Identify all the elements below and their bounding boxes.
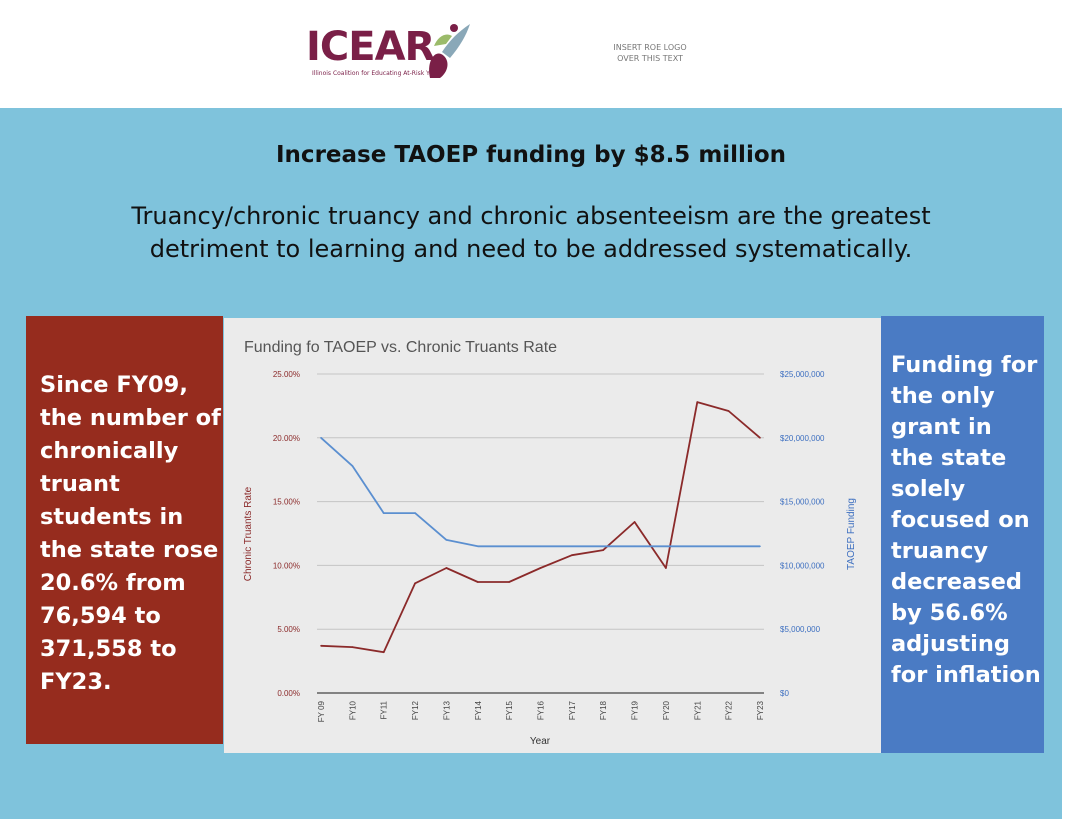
left-tick-label: 0.00% [277,689,300,698]
x-tick-label: FY21 [693,700,702,720]
right-tick-label: $5,000,000 [780,625,821,634]
truants-data-point [727,410,730,412]
funding-data-point [571,545,573,548]
leaping-figure-logo-icon [429,24,470,78]
truants-data-point [320,644,322,647]
logo-tagline: Illinois Coalition for Educating At-Risk… [312,70,443,77]
right-axis-label: TAOEP Funding [846,498,857,570]
x-tick-label: FY13 [442,700,451,720]
x-tick-label: FY17 [568,700,577,720]
left-tick-label: 5.00% [277,625,300,634]
truants-data-point [539,567,542,569]
funding-data-point [382,512,385,514]
x-tick-label: FY18 [599,700,608,720]
right-tick-label: $10,000,000 [780,561,825,570]
funding-data-point [351,465,354,467]
truants-data-point [571,554,573,556]
truants-data-point [633,521,636,523]
funding-data-point [445,539,448,541]
right-tick-label: $20,000,000 [780,434,825,443]
left-tick-label: 10.00% [273,561,300,570]
x-axis-ticks: FY 09 FY10 FY11 FY12 FY13 FY14 FY15 FY16 FY17 FY1… [317,700,765,722]
left-callout-text: Since FY09, the number of chronically tr… [40,372,221,695]
left-tick-label: 25.00% [273,370,300,379]
x-tick-label: FY10 [348,700,357,720]
header-bar: ICEAR Illinois Coalition for Educating A… [0,0,1075,109]
insert-logo-placeholder: INSERT ROE LOGO OVER THIS TEXT [613,43,687,63]
truants-data-point [414,582,416,585]
headline: Increase TAOEP funding by $8.5 million [276,142,786,168]
x-tick-label: FY15 [505,700,514,720]
truants-data-point [476,581,479,583]
chronic-truants-rate-line [320,401,761,654]
left-axis-ticks: 0.00% 5.00% 10.00% 15.00% 20.00% 25.00% [273,370,300,698]
funding-data-point [759,545,761,548]
x-tick-label: FY16 [537,700,546,720]
funding-data-point [508,545,510,548]
chart-title: Funding fo TAOEP vs. Chronic Truants Rat… [244,339,557,356]
icear-logo: ICEAR Illinois Coalition for Educating A… [306,18,476,88]
logo-wordmark: ICEAR [306,24,435,70]
x-axis-label: Year [530,736,551,747]
right-axis-ticks: $0 $5,000,000 $10,000,000 $15,000,000 $20,00… [780,370,825,698]
truants-data-point [665,567,667,569]
right-margin-strip [1062,108,1075,819]
chart-series [320,401,761,654]
truants-data-point [382,651,385,653]
right-tick-label: $0 [780,689,789,698]
x-tick-label: FY14 [474,700,483,720]
truants-data-point [602,549,605,551]
subheadline: Truancy/chronic truancy and chronic abse… [131,202,931,263]
chart-gridlines [317,373,764,694]
x-tick-label: FY11 [380,700,389,719]
funding-data-point [696,545,699,548]
left-tick-label: 20.00% [273,434,300,443]
left-axis-label: Chronic Truants Rate [243,486,254,581]
line-chart: Funding fo TAOEP vs. Chronic Truants Rat… [243,339,857,747]
truants-data-point [759,437,761,439]
x-tick-label: FY20 [662,700,671,720]
truants-data-point [445,567,448,569]
chart-container: Funding fo TAOEP vs. Chronic Truants Rat… [224,318,881,753]
funding-data-point [727,545,730,548]
funding-data-point [665,545,667,548]
x-tick-label: FY22 [725,700,734,720]
left-callout-box: Since FY09, the number of chronically tr… [26,316,223,744]
funding-data-point [539,545,542,548]
right-tick-label: $15,000,000 [780,498,825,507]
x-tick-label: FY19 [631,700,640,720]
funding-data-point [414,512,416,514]
right-callout-box: Funding for the only grant in the state … [881,316,1044,753]
right-callout-text: Funding for the only grant in the state … [891,352,1041,688]
x-tick-label: FY 09 [317,700,326,722]
x-tick-label: FY23 [756,700,765,720]
funding-data-point [320,437,322,439]
funding-data-point [602,545,605,548]
taoep-funding-line [320,437,760,548]
truants-data-point [351,646,354,648]
funding-data-point [476,545,479,548]
x-tick-label: FY12 [411,700,420,720]
truants-data-point [508,581,510,583]
funding-data-point [633,545,636,548]
right-tick-label: $25,000,000 [780,370,825,379]
truants-data-point [696,401,699,403]
left-tick-label: 15.00% [273,498,300,507]
